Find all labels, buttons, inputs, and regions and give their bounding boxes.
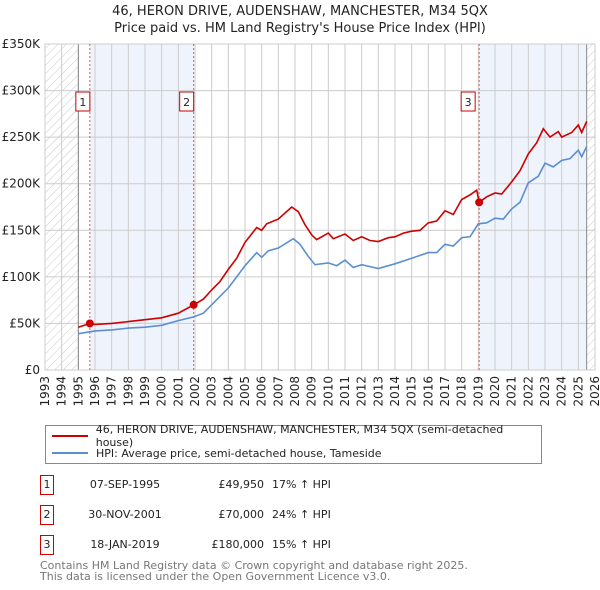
sale-label: 3 bbox=[465, 96, 472, 109]
shaded-region bbox=[479, 44, 587, 370]
x-tick-label: 2011 bbox=[338, 376, 352, 407]
transaction-number: 3 bbox=[40, 535, 54, 555]
legend-item-property: 46, HERON DRIVE, AUDENSHAW, MANCHESTER, … bbox=[46, 423, 541, 449]
y-tick-label: £350K bbox=[2, 37, 42, 51]
x-tick-label: 2018 bbox=[455, 376, 469, 407]
y-tick-label: £0 bbox=[25, 363, 40, 377]
transaction-date: 18-JAN-2019 bbox=[90, 538, 160, 551]
transaction-date: 07-SEP-1995 bbox=[89, 478, 161, 491]
transaction-number: 1 bbox=[40, 475, 54, 495]
chart-subtitle: Price paid vs. HM Land Registry's House … bbox=[114, 21, 486, 36]
x-tick-label: 2004 bbox=[221, 376, 235, 407]
x-tick-label: 2002 bbox=[188, 376, 202, 407]
transaction-row: 2 30-NOV-2001 £70,000 24% ↑ HPI bbox=[0, 505, 600, 525]
x-tick-label: 2006 bbox=[255, 376, 269, 407]
transaction-price: £49,950 bbox=[218, 478, 265, 491]
sale-point bbox=[189, 300, 198, 309]
licence-text: This data is licensed under the Open Gov… bbox=[40, 570, 391, 583]
x-tick-label: 2022 bbox=[521, 376, 535, 407]
x-tick-label: 2014 bbox=[388, 376, 402, 407]
copyright-text: Contains HM Land Registry data © Crown c… bbox=[40, 559, 468, 572]
transaction-hpi: 15% ↑ HPI bbox=[272, 538, 331, 551]
footer: Contains HM Land Registry data © Crown c… bbox=[40, 560, 468, 582]
hatched-region bbox=[586, 44, 595, 370]
transaction-date: 30-NOV-2001 bbox=[88, 508, 162, 521]
transaction-row: 3 18-JAN-2019 £180,000 15% ↑ HPI bbox=[0, 535, 600, 555]
plot-border bbox=[44, 43, 596, 371]
y-tick-label: £300K bbox=[2, 84, 42, 98]
sale-label-box bbox=[75, 91, 91, 112]
x-tick-label: 2000 bbox=[155, 376, 169, 407]
price-chart: 1993 1994 1995 1996 1997 1998 1999 2000 2001 2002… bbox=[2, 37, 600, 407]
legend-label-property: 46, HERON DRIVE, AUDENSHAW, MANCHESTER, … bbox=[95, 423, 504, 449]
x-tick-label: 2012 bbox=[355, 376, 369, 407]
y-tick-label: £250K bbox=[2, 130, 42, 144]
x-tick-label: 2003 bbox=[205, 376, 219, 407]
transaction-number: 2 bbox=[40, 505, 54, 525]
x-tick-label: 2007 bbox=[271, 376, 285, 407]
transaction-price: £180,000 bbox=[211, 538, 265, 551]
sale-label-box bbox=[460, 91, 476, 112]
x-tick-label: 2010 bbox=[321, 376, 335, 407]
transaction-hpi: 24% ↑ HPI bbox=[272, 508, 331, 521]
x-tick-label: 2009 bbox=[305, 376, 319, 407]
sale-point bbox=[475, 198, 484, 207]
x-tick-label: 2024 bbox=[555, 376, 569, 407]
x-tick-label: 2016 bbox=[421, 376, 435, 407]
x-tick-label: 2013 bbox=[371, 376, 385, 407]
x-tick-label: 2019 bbox=[471, 376, 485, 407]
transaction-hpi: 17% ↑ HPI bbox=[272, 478, 331, 491]
red-line-swatch bbox=[52, 435, 88, 437]
y-tick-label: £150K bbox=[2, 223, 42, 237]
sale-point bbox=[85, 319, 94, 328]
y-tick-label: £200K bbox=[2, 177, 42, 191]
x-tick-label: 2026 bbox=[588, 376, 600, 407]
x-tick-label: 1999 bbox=[138, 376, 152, 407]
hpi-line bbox=[78, 146, 588, 335]
legend: 46, HERON DRIVE, AUDENSHAW, MANCHESTER, … bbox=[45, 423, 542, 464]
x-tick-label: 2015 bbox=[405, 376, 419, 407]
transaction-row: 1 07-SEP-1995 £49,950 17% ↑ HPI bbox=[0, 475, 600, 495]
chart-title: 46, HERON DRIVE, AUDENSHAW, MANCHESTER, … bbox=[112, 4, 488, 19]
shaded-region bbox=[89, 44, 194, 370]
legend-item-hpi: HPI: Average price, semi-detached house,… bbox=[46, 445, 382, 461]
x-tick-label: 2001 bbox=[171, 376, 185, 407]
x-tick-label: 2020 bbox=[488, 376, 502, 407]
x-tick-label: 2025 bbox=[571, 376, 585, 407]
blue-line-swatch bbox=[52, 452, 88, 454]
y-tick-label: £50K bbox=[9, 316, 41, 330]
property-price-line bbox=[78, 120, 588, 328]
x-tick-label: 1997 bbox=[105, 376, 119, 407]
x-tick-label: 1996 bbox=[88, 376, 102, 407]
transaction-price: £70,000 bbox=[218, 508, 265, 521]
sale-label-box bbox=[179, 91, 195, 112]
sale-label: 1 bbox=[79, 96, 86, 109]
x-tick-label: 1993 bbox=[38, 376, 52, 407]
x-tick-label: 2023 bbox=[538, 376, 552, 407]
x-tick-label: 2021 bbox=[505, 376, 519, 407]
y-tick-label: £100K bbox=[2, 270, 42, 284]
x-tick-label: 1998 bbox=[121, 376, 135, 407]
x-tick-label: 2017 bbox=[438, 376, 452, 407]
x-tick-label: 1995 bbox=[71, 376, 85, 407]
sale-label: 2 bbox=[183, 96, 190, 109]
x-tick-label: 2005 bbox=[238, 376, 252, 407]
x-tick-label: 2008 bbox=[288, 376, 302, 407]
x-tick-label: 1994 bbox=[55, 376, 69, 407]
legend-label-hpi: HPI: Average price, semi-detached house,… bbox=[96, 446, 382, 460]
